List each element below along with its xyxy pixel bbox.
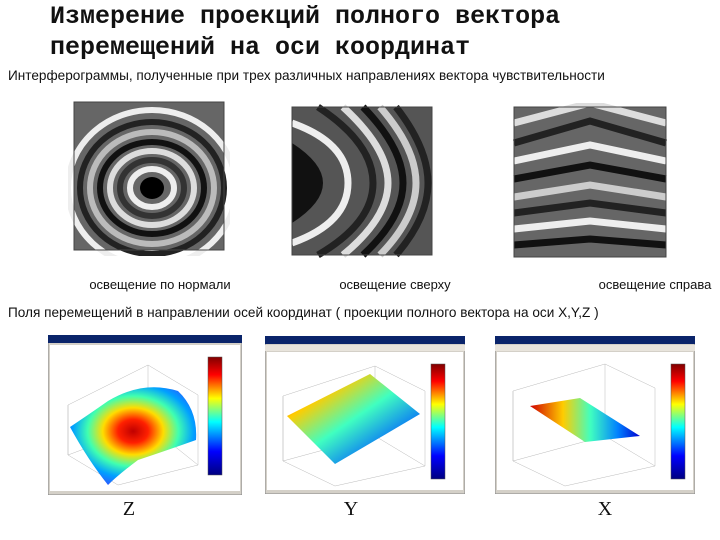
slide-title-line-1: Измерение проекций полного вектора — [50, 2, 561, 31]
caption-normal: освещение по нормали — [89, 277, 231, 292]
interferogram-right — [510, 103, 670, 263]
interferograms-subtitle: Интерферограммы, полученные при трех раз… — [8, 68, 605, 83]
axis-label-y: Y — [343, 498, 359, 520]
interferogram-normal — [68, 96, 230, 256]
plot-window-z — [48, 335, 242, 495]
interferogram-top — [288, 103, 434, 259]
plot-window-y — [265, 336, 465, 494]
plot-window-x — [495, 336, 695, 494]
axis-label-x: X — [597, 498, 613, 520]
displacement-fields-heading: Поля перемещений в направлении осей коор… — [8, 305, 599, 320]
axis-label-z: Z — [122, 498, 136, 520]
caption-top: освещение сверху — [339, 277, 451, 292]
slide-title-line-2: перемещений на оси координат — [50, 33, 471, 62]
caption-right: освещение справа — [598, 277, 712, 292]
